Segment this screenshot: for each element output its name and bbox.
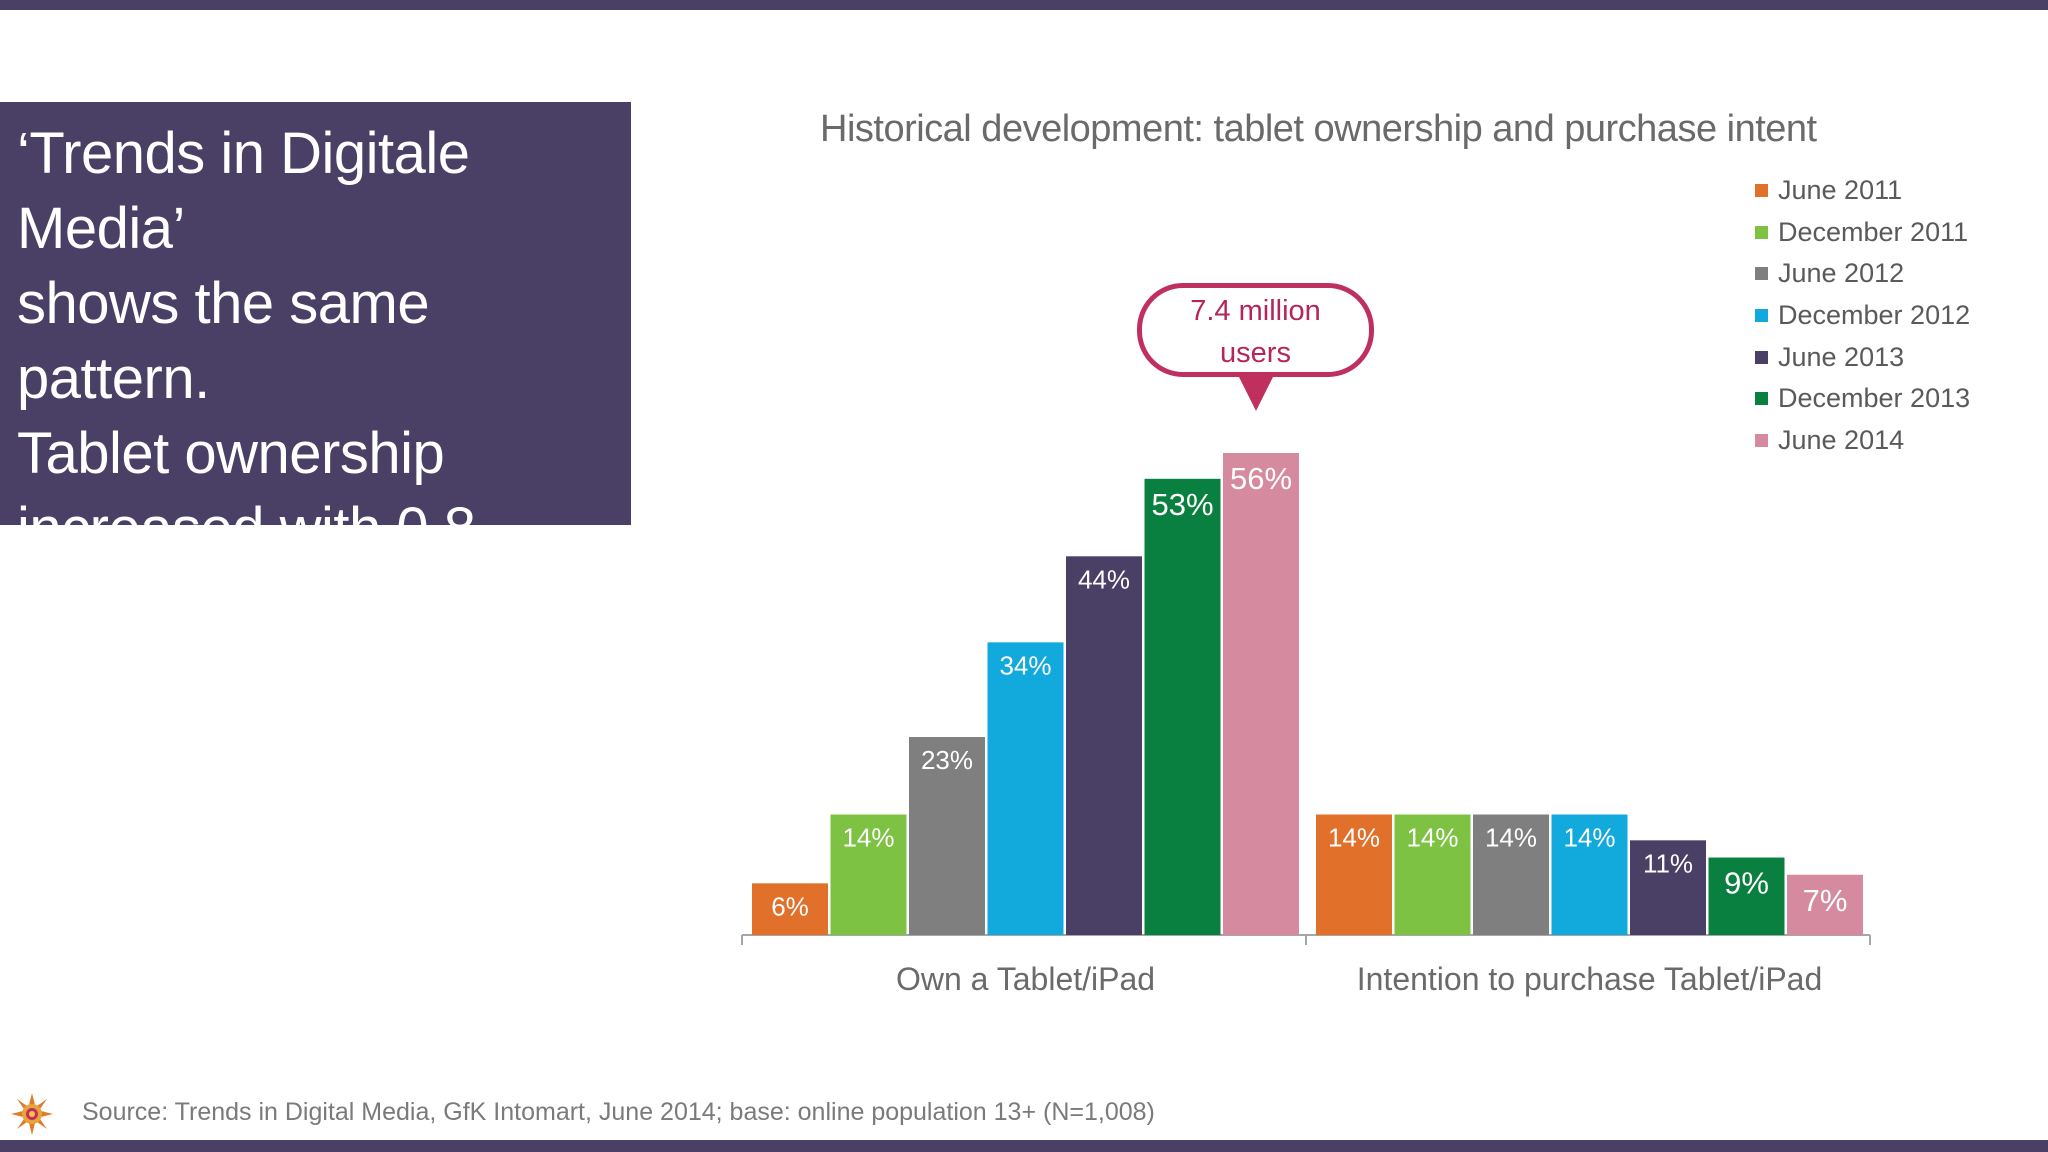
bar <box>1551 814 1628 935</box>
legend-item: June 2012 <box>1755 253 1970 295</box>
legend-item: December 2013 <box>1755 378 1970 420</box>
legend-swatch <box>1755 433 1768 447</box>
callout-line-5-pre: new users in 1 <box>17 646 384 711</box>
legend-label: June 2011 <box>1778 175 1903 206</box>
legend-label: December 2011 <box>1778 216 1969 247</box>
legend-swatch <box>1755 184 1768 198</box>
legend-label: June 2014 <box>1778 424 1905 455</box>
bar-value-label: 56% <box>1230 461 1292 496</box>
category-label: Own a Tablet/iPad <box>896 961 1155 997</box>
callout-line-5-sup: st <box>383 648 408 685</box>
gfk-sun-logo-icon <box>11 1093 53 1135</box>
legend-label: June 2013 <box>1778 341 1905 372</box>
category-label: Intention to purchase Tablet/iPad <box>1357 961 1823 997</box>
bar <box>987 642 1064 935</box>
callout-line-3: Tablet ownership <box>17 421 445 486</box>
legend-swatch <box>1755 309 1768 323</box>
bar <box>1708 857 1785 935</box>
bar <box>1473 814 1549 935</box>
bubble-line-2: users <box>1220 337 1291 369</box>
bar <box>752 883 828 935</box>
callout-line-5-post: HY 2014. <box>17 646 503 786</box>
callout-line-4: increased with 0.8 million <box>17 496 476 636</box>
callout-line-1: ‘Trends in Digitale Media’ <box>17 121 470 261</box>
bar-value-label: 14% <box>842 823 894 853</box>
bottom-accent-bar <box>0 1140 2048 1152</box>
callout-line-5: new users in 1st HY 2014. <box>17 641 613 791</box>
top-accent-bar <box>0 0 2048 10</box>
bar-value-label: 14% <box>1563 823 1615 853</box>
bar-value-label: 53% <box>1151 487 1213 522</box>
bar <box>1394 814 1471 935</box>
bar <box>830 814 907 935</box>
bar <box>1223 453 1299 935</box>
legend-item: June 2013 <box>1755 336 1970 378</box>
bar-value-label: 34% <box>999 650 1051 680</box>
bar-value-label: 7% <box>1803 883 1848 918</box>
legend-swatch <box>1755 392 1768 406</box>
bar <box>1066 556 1142 935</box>
legend-swatch <box>1755 350 1768 364</box>
bar-value-label: 14% <box>1406 823 1458 853</box>
bar <box>909 737 985 935</box>
bar-value-label: 6% <box>771 891 809 921</box>
bar-value-label: 14% <box>1328 823 1380 853</box>
callout-text: ‘Trends in Digitale Media’ shows the sam… <box>17 116 613 791</box>
legend-swatch <box>1755 267 1768 281</box>
chart-legend: June 2011 December 2011 June 2012 December … <box>1755 170 1970 461</box>
bar-value-label: 44% <box>1078 564 1130 594</box>
legend-label: December 2013 <box>1778 383 1971 414</box>
bar <box>1316 814 1392 935</box>
bar <box>1787 874 1863 935</box>
bar-value-label: 9% <box>1724 866 1769 901</box>
legend-swatch <box>1755 225 1768 239</box>
bubble-line-1: 7.4 million <box>1190 295 1321 327</box>
legend-item: December 2011 <box>1755 212 1970 254</box>
bubble-pointer <box>1239 377 1273 411</box>
bar <box>1144 478 1221 935</box>
legend-label: December 2012 <box>1778 300 1971 331</box>
legend-label: June 2012 <box>1778 258 1905 289</box>
legend-item: June 2011 <box>1755 170 1970 212</box>
chart-title: Historical development: tablet ownership… <box>820 108 1817 150</box>
bar-value-label: 14% <box>1485 823 1537 853</box>
users-callout-bubble: 7.4 million users <box>1137 283 1374 377</box>
bar-value-label: 11% <box>1643 848 1693 878</box>
callout-box: ‘Trends in Digitale Media’ shows the sam… <box>0 102 631 786</box>
bar <box>1630 840 1706 935</box>
legend-item: December 2012 <box>1755 295 1970 337</box>
callout-line-2: shows the same pattern. <box>17 271 430 411</box>
bar-value-label: 23% <box>921 745 973 775</box>
legend-item: June 2014 <box>1755 420 1970 462</box>
source-note: Source: Trends in Digital Media, GfK Int… <box>82 1098 1155 1126</box>
